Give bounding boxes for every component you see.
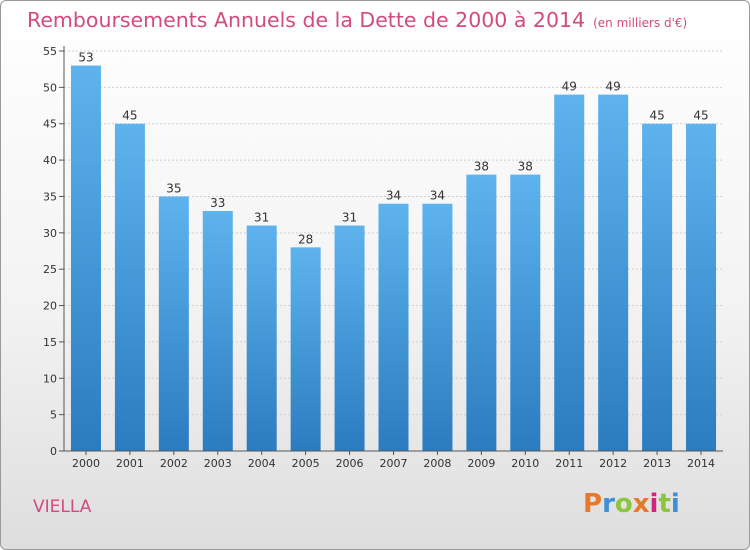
x-tick-label-2003: 2003 — [204, 457, 232, 470]
chart-title: Remboursements Annuels de la Dette de 20… — [27, 8, 687, 32]
y-tick-label: 45 — [43, 118, 57, 131]
x-tick-label-2014: 2014 — [687, 457, 715, 470]
value-label-2001: 45 — [122, 109, 137, 123]
y-tick-label: 0 — [50, 445, 57, 458]
bar-2003 — [202, 211, 233, 451]
value-label-2010: 38 — [518, 160, 533, 174]
y-tick-label: 25 — [43, 263, 57, 276]
value-label-2006: 31 — [342, 211, 357, 225]
logo-letter: t — [658, 489, 671, 519]
bar-2006 — [334, 225, 365, 451]
x-tick-label-2007: 2007 — [380, 457, 408, 470]
x-tick-label-2004: 2004 — [248, 457, 276, 470]
bar-2010 — [510, 174, 541, 452]
commune-name: VIELLA — [33, 497, 92, 517]
logo-letter: x — [632, 489, 650, 519]
bar-2013 — [642, 123, 673, 452]
value-label-2008: 34 — [430, 189, 445, 203]
x-tick-label-2008: 2008 — [423, 457, 451, 470]
x-tick-label-2010: 2010 — [511, 457, 539, 470]
bar-2011 — [554, 94, 585, 452]
x-tick-label-2005: 2005 — [292, 457, 320, 470]
value-label-2002: 35 — [166, 181, 181, 195]
chart-title-unit: (en milliers d'€) — [593, 16, 688, 30]
bar-2007 — [378, 203, 409, 451]
y-tick-label: 35 — [43, 190, 57, 203]
bar-2000 — [70, 65, 101, 451]
proxiti-logo: Proxiti — [583, 489, 680, 519]
value-label-2003: 33 — [210, 196, 225, 210]
logo-letter: i — [649, 489, 659, 519]
x-tick-label-2011: 2011 — [555, 457, 583, 470]
bar-2004 — [246, 225, 277, 451]
bar-2009 — [466, 174, 497, 452]
value-label-2014: 45 — [693, 109, 708, 123]
bar-2001 — [114, 123, 145, 452]
value-label-2005: 28 — [298, 232, 313, 246]
chart-title-main: Remboursements Annuels de la Dette de 20… — [27, 8, 586, 32]
value-label-2011: 49 — [562, 80, 577, 94]
value-label-2013: 45 — [649, 109, 664, 123]
value-label-2000: 53 — [78, 51, 93, 65]
bar-2014 — [686, 123, 717, 452]
y-tick-label: 40 — [43, 154, 57, 167]
logo-letter: o — [614, 489, 633, 519]
y-tick-label: 20 — [43, 300, 57, 313]
y-tick-label: 5 — [50, 409, 57, 422]
bar-2005 — [290, 247, 321, 451]
value-label-2012: 49 — [606, 80, 621, 94]
logo-letter: r — [602, 489, 615, 519]
bar-2012 — [598, 94, 629, 452]
logo-letter: i — [670, 489, 680, 519]
x-tick-label-2002: 2002 — [160, 457, 188, 470]
value-label-2009: 38 — [474, 160, 489, 174]
x-tick-label-2013: 2013 — [643, 457, 671, 470]
x-tick-label-2006: 2006 — [336, 457, 364, 470]
bar-2008 — [422, 203, 453, 451]
y-tick-label: 30 — [43, 227, 57, 240]
y-tick-label: 55 — [43, 45, 57, 58]
x-tick-label-2000: 2000 — [72, 457, 100, 470]
value-label-2004: 31 — [254, 211, 269, 225]
x-tick-label-2001: 2001 — [116, 457, 144, 470]
bar-2002 — [158, 196, 189, 451]
y-tick-label: 10 — [43, 372, 57, 385]
y-tick-label: 15 — [43, 336, 57, 349]
value-label-2007: 34 — [386, 189, 401, 203]
y-tick-label: 50 — [43, 81, 57, 94]
logo-letter: P — [583, 489, 603, 519]
x-tick-label-2012: 2012 — [599, 457, 627, 470]
x-tick-label-2009: 2009 — [467, 457, 495, 470]
